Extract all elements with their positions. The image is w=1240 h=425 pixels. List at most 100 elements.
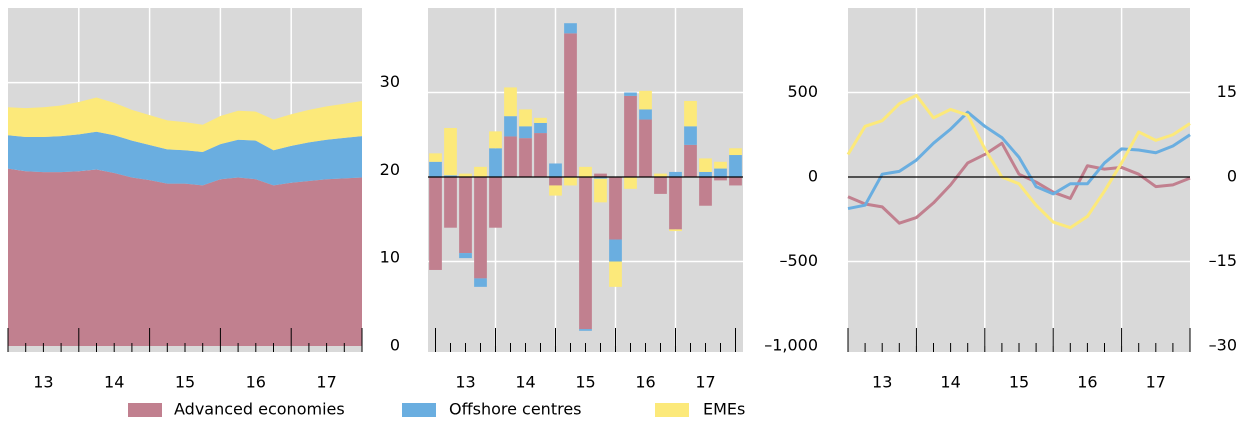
line <box>846 93 1191 230</box>
bar <box>489 148 502 177</box>
x-tick-label: 13 <box>33 373 53 392</box>
bar <box>579 166 592 177</box>
x-tick-label: 13 <box>872 373 892 392</box>
bar <box>579 177 592 330</box>
bar <box>654 173 667 177</box>
bar <box>624 177 637 189</box>
bar <box>699 171 712 177</box>
bar <box>729 148 742 156</box>
bar <box>729 177 742 186</box>
bar <box>564 177 577 186</box>
bar <box>429 153 442 162</box>
bar <box>489 177 502 228</box>
legend-label: EMEs <box>703 400 745 419</box>
x-tick-label: 14 <box>940 373 960 392</box>
bar <box>669 177 682 230</box>
bar <box>684 126 697 145</box>
y-tick-label: –15 <box>1209 251 1237 270</box>
y-tick-label: –30 <box>1209 336 1237 355</box>
bar <box>474 166 487 177</box>
bar <box>639 109 652 120</box>
bar <box>594 178 607 203</box>
bar <box>564 23 577 34</box>
bar <box>519 126 532 139</box>
bar <box>669 229 682 232</box>
bar <box>594 173 607 177</box>
y-tick-label: 30 <box>380 72 400 91</box>
bar <box>609 239 622 262</box>
y-tick-label: 15 <box>1217 82 1237 101</box>
bar <box>594 177 607 179</box>
bar <box>684 100 697 127</box>
bar <box>519 138 532 177</box>
bar <box>444 175 457 177</box>
x-tick-label: 16 <box>246 373 266 392</box>
x-tick-label: 17 <box>316 373 336 392</box>
bar <box>564 33 577 177</box>
bar <box>459 173 472 177</box>
bar <box>549 177 562 186</box>
y-tick-label: 500 <box>787 82 818 101</box>
x-tick-label: 17 <box>695 373 715 392</box>
x-tick-label: 15 <box>175 373 195 392</box>
x-tick-label: 15 <box>1009 373 1029 392</box>
bar <box>729 155 742 177</box>
bar <box>459 253 472 259</box>
y-tick-label: 0 <box>808 167 818 186</box>
plot-background <box>848 8 1190 352</box>
y-tick-label: 0 <box>390 336 400 355</box>
bar <box>534 117 547 123</box>
x-tick-label: 16 <box>635 373 655 392</box>
line <box>847 110 1191 211</box>
bar <box>654 177 667 194</box>
bar <box>459 177 472 254</box>
bar <box>474 278 487 287</box>
area <box>8 97 362 152</box>
area <box>8 131 362 186</box>
bar <box>549 163 562 177</box>
bar <box>669 171 682 177</box>
bar <box>489 131 502 149</box>
legend-label: Advanced economies <box>174 400 345 419</box>
bar <box>429 177 442 270</box>
bar <box>714 168 727 177</box>
x-tick-label: 13 <box>455 373 475 392</box>
bar <box>534 133 547 177</box>
bar <box>504 136 517 177</box>
x-tick-label: 15 <box>575 373 595 392</box>
bar <box>624 92 637 96</box>
area <box>8 168 362 346</box>
legend-label: Offshore centres <box>449 400 582 419</box>
legend-swatch <box>655 403 689 417</box>
bar <box>504 116 517 137</box>
bar <box>549 185 562 196</box>
bar <box>624 95 637 177</box>
bar <box>609 261 622 287</box>
y-tick-label: –500 <box>779 251 818 270</box>
x-tick-label: 17 <box>1146 373 1166 392</box>
bar <box>429 161 442 177</box>
bar <box>444 177 457 228</box>
bar <box>579 329 592 331</box>
y-tick-label: 20 <box>380 160 400 179</box>
x-tick-label: 14 <box>515 373 535 392</box>
bar <box>639 90 652 110</box>
bar <box>519 109 532 127</box>
x-tick-label: 14 <box>104 373 124 392</box>
y-tick-label: 0 <box>1227 167 1237 186</box>
legend-swatch <box>402 403 436 417</box>
line <box>847 141 1191 225</box>
x-tick-label: 16 <box>1077 373 1097 392</box>
bar <box>504 87 517 117</box>
bar <box>534 122 547 134</box>
bar <box>699 158 712 172</box>
bar <box>639 119 652 177</box>
bar <box>684 144 697 177</box>
bar <box>714 161 727 169</box>
bar <box>609 177 622 240</box>
bar <box>474 177 487 279</box>
y-tick-label: 10 <box>380 248 400 267</box>
y-tick-label: –1,000 <box>764 336 818 355</box>
bar <box>699 177 712 206</box>
